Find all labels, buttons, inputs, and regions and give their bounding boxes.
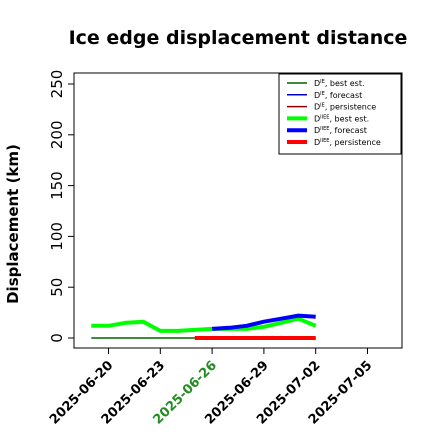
y-tick-label: 200 (48, 120, 66, 149)
y-axis: 0 50 100 150 200 250 (48, 70, 74, 343)
y-tick-label: 150 (48, 171, 66, 200)
plot-frame (73, 72, 403, 349)
legend-entry-1: DIE, forecast (314, 91, 362, 100)
legend-entry-0: DIE, best est. (314, 79, 365, 88)
legend-entry-3: DIIEE, best est. (314, 114, 369, 123)
legend: DIE, best est. DIE, forecast DIE, persiste… (278, 73, 402, 155)
series-layer (91, 313, 317, 340)
chart-title: Ice edge displacement distance (69, 27, 408, 49)
y-tick-label: 0 (48, 333, 66, 343)
y-axis-label: Displacement (km) (4, 144, 22, 304)
y-tick-label: 250 (48, 70, 66, 99)
x-axis: 2025-06-202025-06-232025-06-262025-06-29… (47, 348, 375, 428)
series-line-4 (211, 313, 316, 331)
legend-entry-5: DIIEE, persistence (314, 138, 381, 147)
y-tick-label: 50 (48, 278, 66, 297)
legend-entry-4: DIIEE, forecast (314, 126, 367, 135)
series-line-3 (91, 316, 317, 333)
y-tick-label: 100 (48, 222, 66, 251)
legend-entry-2: DIE, persistence (314, 103, 376, 112)
